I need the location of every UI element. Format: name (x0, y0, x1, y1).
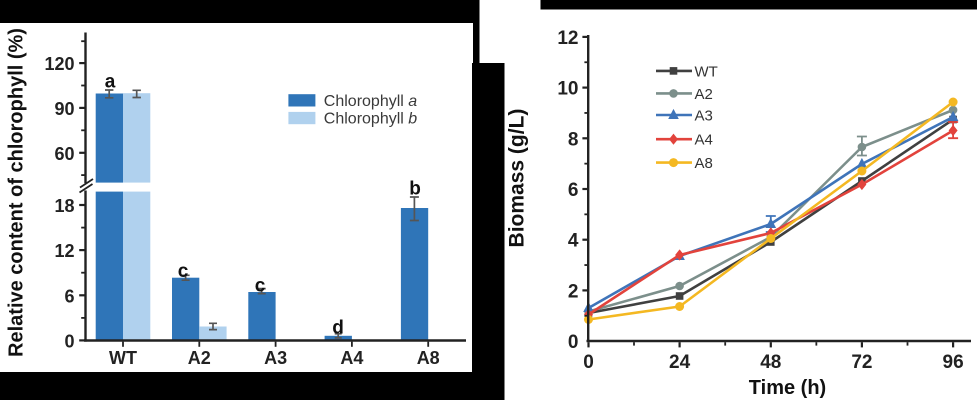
svg-text:6: 6 (568, 180, 579, 201)
svg-text:Relative content of chlorophyl: Relative content of chlorophyll (%) (6, 28, 28, 357)
svg-text:48: 48 (760, 352, 781, 373)
svg-text:WT: WT (695, 63, 718, 80)
svg-text:a: a (105, 71, 116, 92)
svg-text:6: 6 (64, 286, 74, 306)
svg-text:18: 18 (54, 196, 74, 216)
svg-text:b: b (409, 179, 421, 200)
svg-text:90: 90 (54, 99, 74, 119)
svg-text:0: 0 (64, 331, 74, 351)
svg-text:A8: A8 (417, 348, 440, 368)
svg-text:A2: A2 (188, 348, 211, 368)
svg-text:60: 60 (54, 144, 74, 164)
svg-text:WT: WT (109, 348, 137, 368)
svg-text:A3: A3 (695, 107, 713, 124)
svg-text:Biomass (g/L): Biomass (g/L) (506, 109, 529, 248)
svg-text:c: c (255, 275, 266, 296)
svg-text:2: 2 (568, 281, 579, 302)
svg-text:10: 10 (557, 79, 578, 100)
svg-text:120: 120 (44, 54, 74, 74)
svg-text:A4: A4 (340, 348, 363, 368)
svg-text:d: d (332, 317, 344, 338)
svg-text:A4: A4 (695, 132, 713, 149)
svg-text:Time (h): Time (h) (749, 377, 826, 399)
svg-text:12: 12 (54, 241, 74, 261)
svg-text:8: 8 (568, 129, 579, 150)
svg-text:24: 24 (669, 352, 691, 373)
svg-text:96: 96 (943, 352, 964, 373)
svg-text:0: 0 (583, 352, 594, 373)
svg-text:Chlorophyll a: Chlorophyll a (324, 93, 417, 110)
svg-text:A2: A2 (695, 86, 713, 103)
svg-text:0: 0 (568, 332, 579, 353)
svg-text:c: c (178, 261, 189, 282)
svg-text:Chlorophyll b: Chlorophyll b (324, 111, 417, 128)
svg-text:72: 72 (851, 352, 872, 373)
svg-text:A8: A8 (695, 155, 713, 172)
svg-text:4: 4 (568, 231, 579, 252)
svg-text:12: 12 (557, 28, 578, 49)
svg-text:A3: A3 (264, 348, 287, 368)
